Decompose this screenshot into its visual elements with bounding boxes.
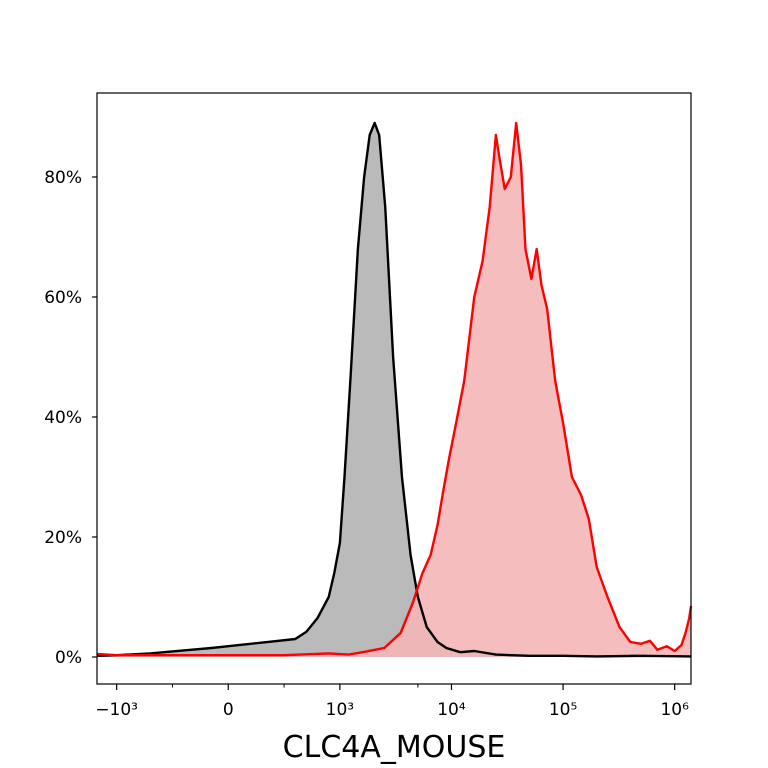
x-axis-label: CLC4A_MOUSE: [283, 730, 506, 765]
y-tick-label: 20%: [44, 528, 82, 548]
series-layer: [96, 121, 693, 658]
y-tick-label: 0%: [55, 648, 82, 668]
x-tick-label: 10⁵: [549, 700, 577, 720]
plot-frame: [96, 92, 692, 685]
y-tick-label: 60%: [44, 288, 82, 308]
x-tick-label: 10³: [326, 700, 354, 720]
series-2-fill: [97, 123, 691, 657]
x-tick-label: 10⁶: [660, 700, 689, 720]
x-tick-label: 10⁴: [437, 700, 466, 720]
series-1-fill: [97, 123, 691, 657]
y-axis-ticks: 0% 20% 40% 60% 80%: [44, 168, 97, 668]
x-tick-label: −10³: [95, 700, 138, 720]
series-1-line: [96, 121, 692, 658]
x-axis-ticks: −10³ 0 10³ 10⁴ 10⁵ 10⁶: [95, 684, 689, 720]
series-2-line: [96, 121, 693, 657]
y-tick-label: 40%: [44, 408, 82, 428]
x-tick-label: 0: [223, 700, 234, 720]
y-tick-label: 80%: [44, 168, 82, 188]
